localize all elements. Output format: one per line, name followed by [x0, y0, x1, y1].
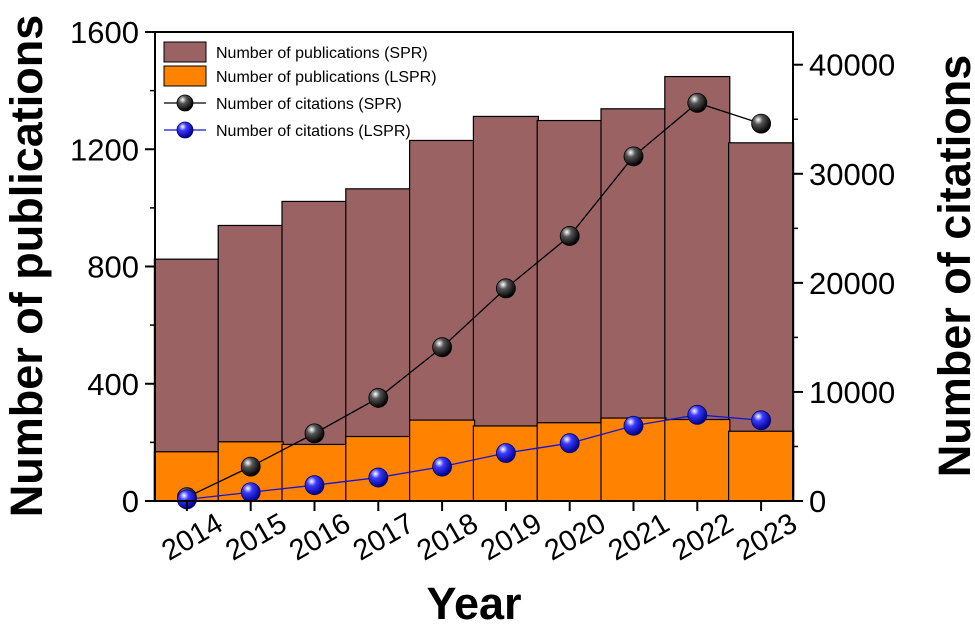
- legend-marker-spr-citations: [176, 94, 194, 112]
- point-citations-spr-2018: [432, 337, 453, 358]
- point-citations-lspr-2016: [304, 475, 325, 496]
- x-tick-label-2015: 2015: [220, 507, 292, 567]
- point-citations-lspr-2018: [432, 456, 453, 477]
- y-tick-label-0: 0: [122, 484, 139, 519]
- legend-label-lspr-citations: Number of citations (LSPR): [216, 123, 411, 140]
- x-tick-label-2020: 2020: [539, 507, 611, 567]
- y-tick-label-400: 400: [87, 367, 139, 402]
- legend-marker-lspr-citations: [176, 121, 194, 139]
- y-axis-title: Number of publications: [1, 15, 52, 518]
- y2-tick-label-10000: 10000: [809, 375, 895, 410]
- x-tick-label-2021: 2021: [603, 507, 675, 567]
- x-tick-label-2018: 2018: [412, 507, 484, 567]
- point-citations-lspr-2023: [751, 410, 771, 431]
- y2-tick-label-20000: 20000: [809, 266, 895, 301]
- point-citations-spr-2017: [368, 388, 389, 408]
- bar-lspr-2023: [727, 430, 795, 502]
- x-tick-label-2016: 2016: [284, 507, 356, 567]
- legend-swatch-spr-publications: [163, 41, 207, 63]
- point-citations-spr-2016: [304, 423, 325, 444]
- point-citations-spr-2023: [751, 113, 771, 134]
- legend-item-lspr-publications: Number of publications (LSPR): [163, 65, 437, 87]
- point-citations-spr-2020: [559, 226, 580, 246]
- point-citations-spr-2015: [240, 456, 261, 477]
- line-citations-lspr: [186, 414, 762, 501]
- point-citations-lspr-2022: [687, 404, 708, 425]
- y-tick-label-1200: 1200: [70, 132, 139, 167]
- y2-tick-label-30000: 30000: [809, 157, 895, 192]
- legend-item-lspr-citations: Number of citations (LSPR): [164, 121, 411, 140]
- y2-axis-title: Number of citations: [929, 55, 975, 478]
- x-tick-label-2022: 2022: [667, 507, 739, 567]
- point-citations-spr-2021: [623, 146, 644, 167]
- point-citations-spr-2022: [687, 92, 708, 113]
- legend-label-spr-publications: Number of publications (SPR): [216, 45, 428, 62]
- x-tick-label-2023: 2023: [731, 507, 803, 567]
- point-citations-lspr-2021: [623, 415, 644, 436]
- x-tick-label-2017: 2017: [348, 507, 420, 567]
- y-tick-label-800: 800: [87, 250, 139, 285]
- legend-swatch-lspr-publications: [163, 65, 207, 87]
- y2-tick-label-0: 0: [809, 484, 826, 519]
- line-citations-spr: [186, 102, 762, 498]
- legend-label-lspr-publications: Number of publications (LSPR): [216, 69, 437, 86]
- bar-lspr-2017: [345, 435, 412, 502]
- y-tick-label-1600: 1600: [70, 15, 139, 50]
- point-citations-lspr-2015: [240, 482, 261, 503]
- point-citations-lspr-2020: [559, 433, 580, 454]
- y2-tick-label-40000: 40000: [809, 48, 895, 83]
- legend-label-spr-citations: Number of citations (SPR): [216, 96, 402, 113]
- bars-layer: [153, 75, 795, 502]
- legend-item-spr-citations: Number of citations (SPR): [164, 94, 402, 113]
- bar-lspr-2019: [472, 425, 539, 502]
- legend: Number of publications (SPR) Number of pu…: [163, 41, 437, 140]
- x-axis-title: Year: [426, 578, 521, 627]
- point-citations-spr-2019: [495, 278, 516, 299]
- legend-item-spr-publications: Number of publications (SPR): [163, 41, 428, 63]
- point-citations-lspr-2019: [495, 443, 516, 463]
- x-tick-label-2014: 2014: [157, 507, 229, 567]
- point-citations-lspr-2017: [368, 467, 389, 488]
- x-tick-label-2019: 2019: [476, 507, 548, 567]
- lines-layer: [186, 102, 762, 501]
- bar-lspr-2022: [664, 418, 731, 502]
